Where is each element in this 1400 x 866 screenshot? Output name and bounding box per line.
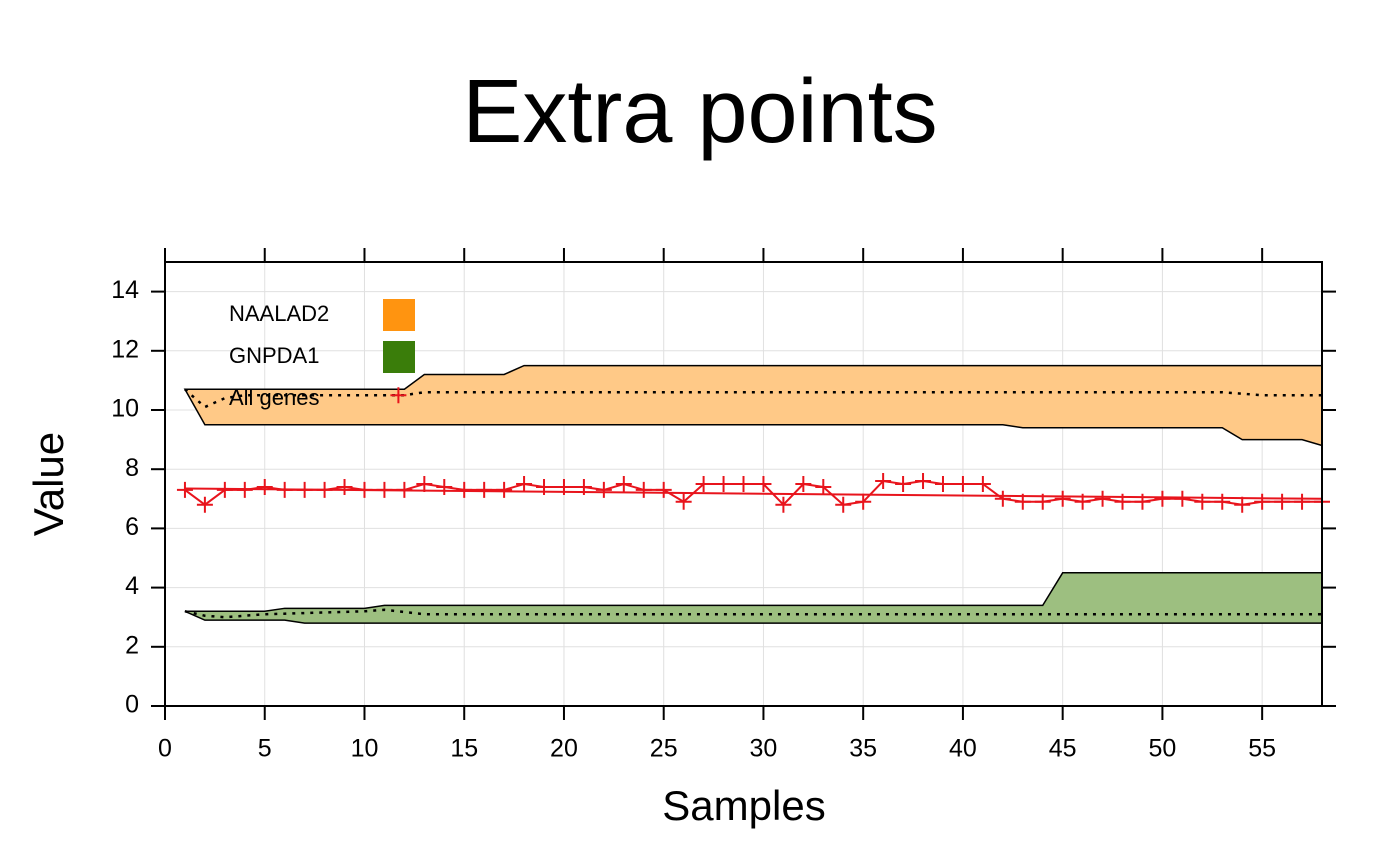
trend-line (184, 487, 1323, 500)
x-tick-label: 25 (650, 735, 678, 763)
point (675, 493, 692, 510)
x-tick-label: 15 (450, 735, 478, 763)
y-tick-label: 4 (125, 572, 139, 600)
legend-swatch (383, 341, 415, 373)
x-tick-label: 10 (351, 735, 379, 763)
point (1194, 493, 1211, 510)
y-tick-label: 2 (125, 631, 139, 659)
point (1294, 493, 1311, 510)
x-tick-label: 40 (949, 735, 977, 763)
point (1214, 493, 1231, 510)
band-area (183, 364, 1323, 447)
point (216, 481, 233, 498)
point (875, 473, 892, 490)
point (476, 481, 493, 498)
point (615, 476, 632, 492)
extra-point (390, 387, 407, 404)
point (715, 476, 732, 492)
point (595, 481, 612, 498)
point (176, 481, 193, 498)
point (954, 476, 971, 492)
x-tick-label: 5 (258, 735, 272, 763)
point (795, 476, 812, 492)
y-tick-label: 14 (111, 276, 139, 304)
legend-label: GNPDA1 (229, 343, 319, 368)
point (1234, 496, 1251, 513)
point (1274, 493, 1291, 510)
x-tick-label: 0 (158, 735, 172, 763)
point (516, 476, 533, 492)
y-tick-label: 10 (111, 395, 139, 423)
median-line (184, 388, 1322, 409)
point (436, 478, 453, 495)
y-tick-label: 6 (125, 513, 139, 541)
point (835, 496, 852, 513)
point (915, 473, 932, 490)
point (735, 476, 752, 492)
chart-title: Extra points (462, 62, 937, 162)
point (994, 490, 1011, 507)
point (934, 476, 951, 492)
point (1174, 490, 1191, 507)
y-tick-label: 0 (125, 691, 139, 719)
point (974, 476, 991, 492)
point (456, 481, 473, 498)
point (815, 478, 832, 495)
point (655, 481, 672, 498)
point (416, 476, 433, 492)
plot-frame (164, 261, 1323, 707)
x-tick-label: 50 (1149, 735, 1177, 763)
point (256, 478, 273, 495)
point (635, 481, 652, 498)
x-tick-label: 45 (1049, 735, 1077, 763)
x-tick-label: 35 (849, 735, 877, 763)
legend-label: All genes (229, 385, 320, 410)
legend-label: NAALAD2 (229, 301, 329, 326)
point (855, 493, 872, 510)
y-tick-label: 8 (125, 454, 139, 482)
point (496, 481, 513, 498)
x-tick-label: 30 (750, 735, 778, 763)
x-tick-label: 20 (550, 735, 578, 763)
y-tick-label: 12 (111, 335, 139, 363)
point (1094, 490, 1111, 507)
point (775, 496, 792, 513)
point (1154, 490, 1171, 507)
point (1254, 493, 1271, 510)
point (336, 478, 353, 495)
x-axis-label: Samples (662, 782, 825, 829)
x-tick-label: 55 (1248, 735, 1276, 763)
point (196, 496, 213, 513)
point (1054, 490, 1071, 507)
legend-swatch (383, 299, 415, 331)
band-area (184, 572, 1323, 624)
point (695, 476, 712, 492)
point (895, 476, 912, 492)
point (755, 476, 772, 492)
y-axis-label: Value (25, 432, 72, 536)
